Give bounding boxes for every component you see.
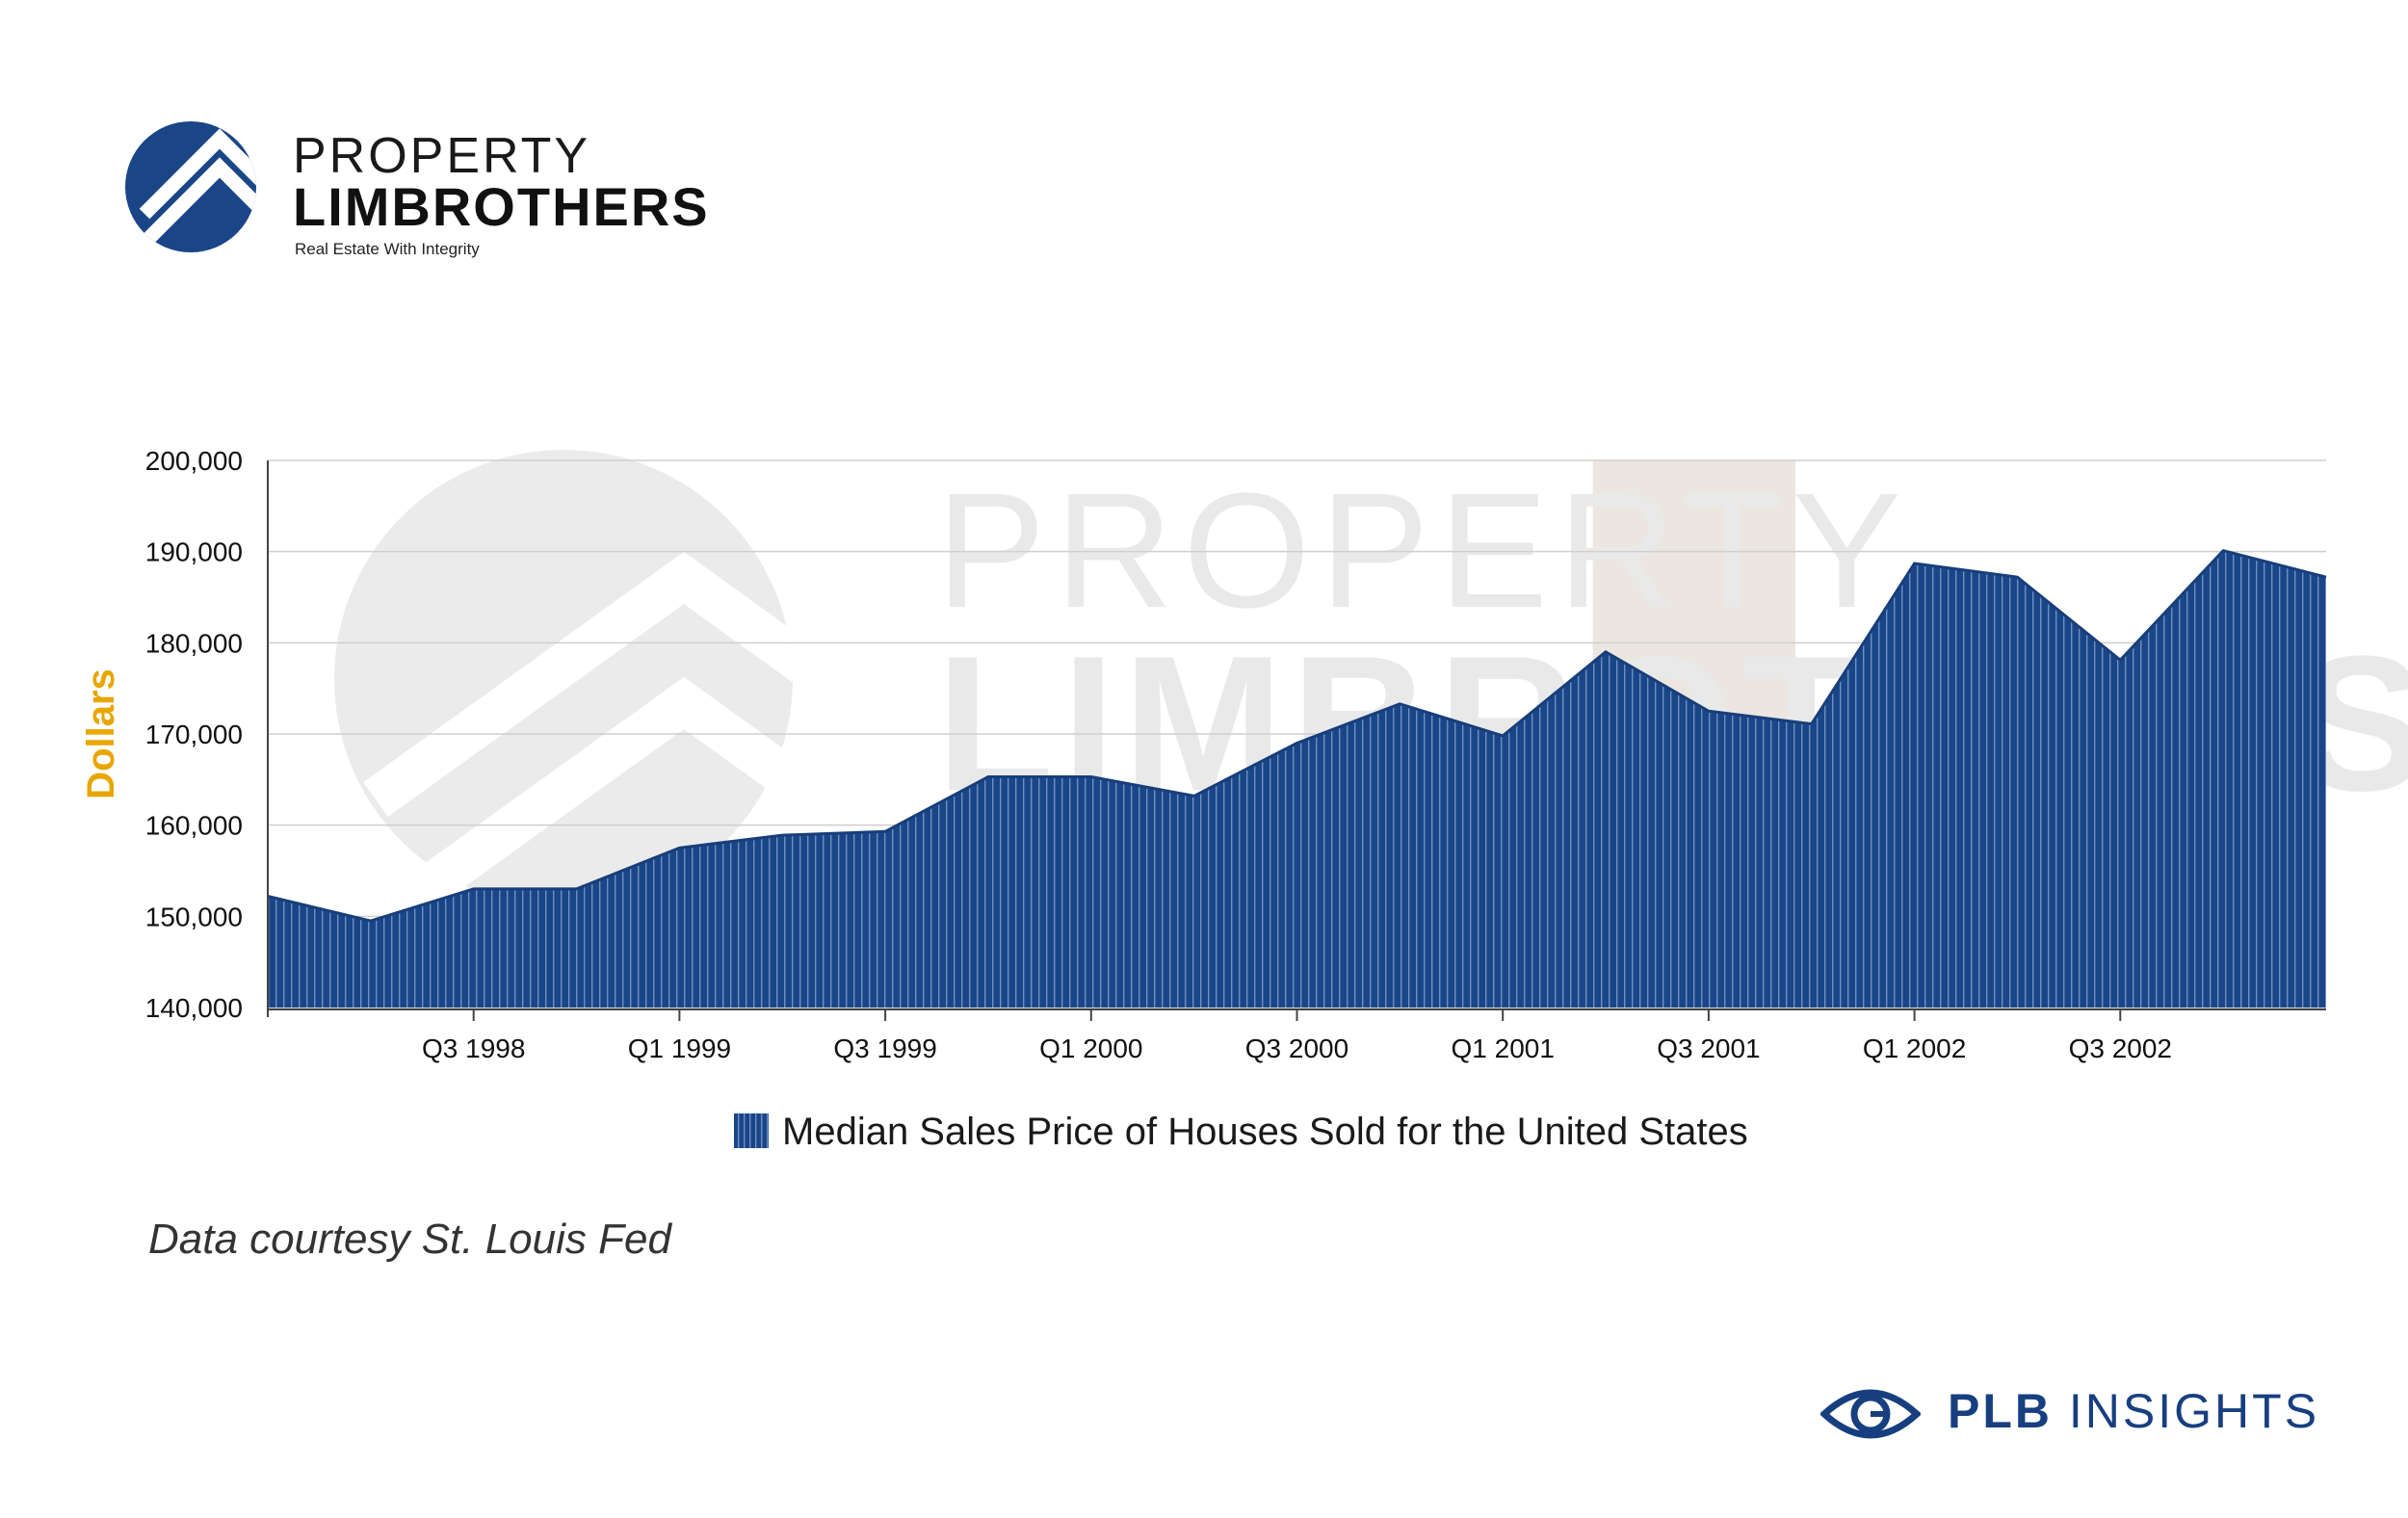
series-area	[268, 550, 2326, 1008]
x-tick-label: Q3 2000	[1245, 1034, 1348, 1063]
logo-tagline: Real Estate With Integrity	[295, 240, 480, 258]
area-chart: PROPERTY LIMBROTHERS 140,000150,000160,0…	[80, 446, 2408, 1153]
brand-strong-text: PLB	[1948, 1384, 2053, 1438]
plb-insights-brand: PLB INSIGHTS	[1820, 1377, 2321, 1451]
logo-title-line1: PROPERTY	[293, 128, 591, 184]
eye-icon	[1820, 1389, 1921, 1439]
x-tick-label: Q3 1999	[833, 1034, 936, 1063]
brand-wordmark: PLB INSIGHTS	[1948, 1383, 2319, 1439]
x-tick-label: Q1 2001	[1451, 1034, 1554, 1063]
y-tick-label: 160,000	[145, 811, 243, 841]
brand-rest-text: INSIGHTS	[2068, 1384, 2320, 1438]
y-tick-labels: 140,000 150,000 160,000 170,000 180,000 190,0…	[145, 446, 243, 1023]
y-axis-label: Dollars	[80, 668, 122, 799]
y-tick-label: 180,000	[145, 628, 243, 658]
y-tick-label: 200,000	[145, 446, 243, 476]
series-line	[267, 549, 2327, 923]
legend-swatch	[734, 1113, 769, 1148]
x-tick-label: Q1 2000	[1039, 1034, 1142, 1063]
y-tick-label: 190,000	[145, 537, 243, 567]
x-tick-label: Q1 1999	[628, 1034, 731, 1063]
y-tick-label: 170,000	[145, 720, 243, 749]
x-tick-labels: Q3 1998 Q1 1999 Q3 1999 Q1 2000 Q3 2000 Q1 20…	[422, 1009, 2172, 1063]
company-logo: PROPERTY LIMBROTHERS Real Estate With In…	[123, 119, 708, 264]
x-tick-label: Q1 2002	[1863, 1034, 1966, 1063]
legend-label: Median Sales Price of Houses Sold for th…	[782, 1111, 1748, 1153]
x-tick-label: Q3 1998	[422, 1034, 525, 1063]
x-tick-label: Q3 2002	[2069, 1034, 2172, 1063]
legend: Median Sales Price of Houses Sold for th…	[734, 1111, 1748, 1153]
data-source-footnote: Data courtesy St. Louis Fed	[148, 1216, 671, 1263]
y-tick-label: 150,000	[145, 902, 243, 931]
logo-title-line2: LIMBROTHERS	[293, 176, 710, 237]
limbrothers-logo-icon	[125, 121, 256, 252]
watermark-chevron-icon	[363, 551, 793, 908]
y-tick-label: 140,000	[145, 993, 243, 1023]
x-tick-label: Q3 2001	[1657, 1034, 1760, 1063]
